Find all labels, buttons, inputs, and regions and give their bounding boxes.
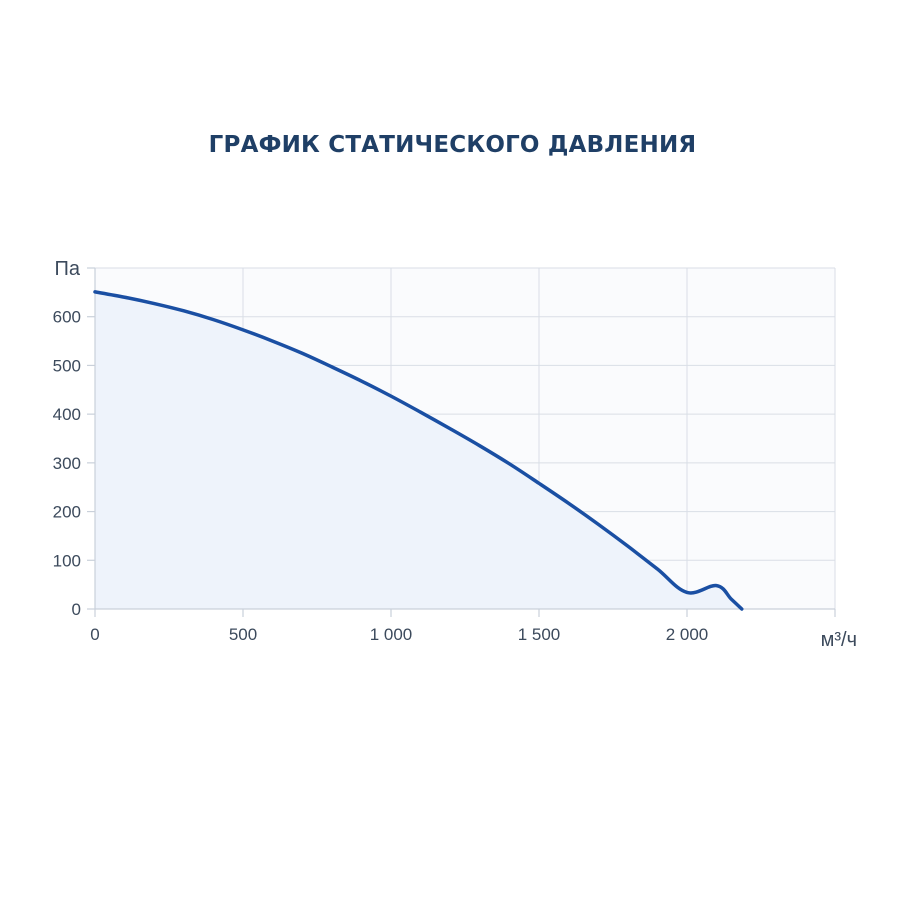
y-tick-label: 600 — [53, 308, 81, 327]
x-tick-label: 0 — [90, 625, 99, 644]
y-axis-label: Па — [55, 258, 81, 280]
x-tick-label: 2 000 — [666, 625, 709, 644]
x-tick-labels: 0 500 1 000 1 500 2 000 — [90, 625, 708, 644]
y-tick-label: 400 — [53, 405, 81, 424]
y-tick-label: 300 — [53, 454, 81, 473]
y-tick-label: 0 — [72, 600, 81, 619]
y-tick-labels: 0 100 200 300 400 500 600 — [53, 308, 81, 619]
x-tick-label: 1 500 — [518, 625, 561, 644]
y-tick-label: 100 — [53, 551, 81, 570]
x-tick-label: 1 000 — [370, 625, 413, 644]
series-line — [93, 290, 744, 611]
x-axis-label: м³/ч — [821, 629, 857, 651]
axes — [87, 267, 836, 617]
y-tick-label: 500 — [53, 356, 81, 375]
area-fill — [95, 291, 742, 609]
x-tick-label: 500 — [229, 625, 257, 644]
page-title: ГРАФИК СТАТИЧЕСКОГО ДАВЛЕНИЯ — [208, 132, 697, 158]
y-tick-label: 200 — [53, 503, 81, 522]
